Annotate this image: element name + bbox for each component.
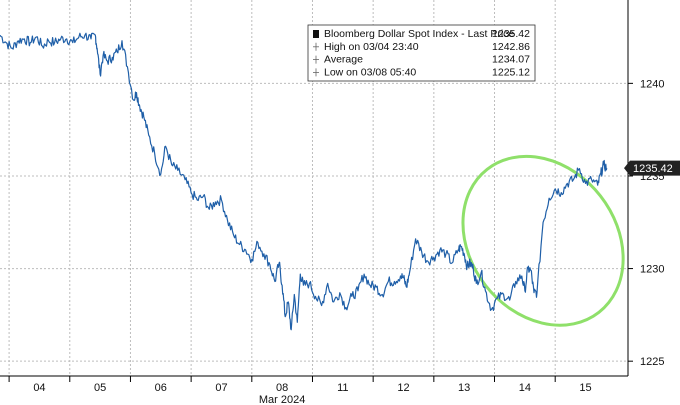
x-tick-label: 11 — [337, 382, 348, 394]
legend-value: 1235.42 — [492, 28, 530, 40]
x-ticks: 04 05 06 07 08 11 12 13 14 15 — [8, 376, 592, 394]
legend-label: Average — [324, 54, 363, 66]
y-tick-label: 1240 — [640, 78, 664, 90]
last-price-label: 1235.42 — [633, 163, 673, 175]
legend-label: Bloomberg Dollar Spot Index - Last Price — [324, 28, 514, 40]
x-tick-label: 06 — [155, 382, 167, 394]
legend-rows: Bloomberg Dollar Spot Index - Last Price… — [313, 28, 530, 78]
x-tick-label: 13 — [458, 382, 470, 394]
x-tick-label: 14 — [519, 382, 531, 394]
highlight-ellipse — [461, 154, 625, 327]
legend-label: Low on 03/08 05:40 — [324, 66, 416, 78]
grid — [0, 0, 628, 376]
legend-value: 1242.86 — [492, 41, 530, 53]
legend: Bloomberg Dollar Spot Index - Last Price… — [307, 24, 536, 82]
last-price-tag-bg — [624, 160, 680, 176]
legend-box — [307, 24, 536, 82]
x-tick-label: 04 — [33, 382, 45, 394]
legend-row: Bloomberg Dollar Spot Index - Last Price… — [313, 28, 530, 40]
annotation — [461, 154, 625, 327]
legend-label: High on 03/04 23:40 — [324, 41, 419, 53]
legend-value: 1234.07 — [492, 54, 530, 66]
x-sublabel: Mar 2024 — [259, 394, 305, 405]
series-line — [0, 32, 608, 331]
legend-row: Low on 03/08 05:40 1225.12 — [313, 66, 530, 78]
series — [0, 32, 608, 331]
last-price-tag: 1235.42 — [624, 160, 680, 176]
legend-row: Average 1234.07 — [313, 54, 530, 66]
legend-row: High on 03/04 23:40 1242.86 — [313, 41, 530, 53]
x-tick-label: 15 — [579, 382, 591, 394]
x-tick-label: 07 — [215, 382, 227, 394]
y-tick-label: 1230 — [640, 264, 664, 276]
x-tick-label: 12 — [397, 382, 409, 394]
y-tick-label: 1225 — [640, 356, 664, 368]
x-tick-label: 08 — [276, 382, 288, 394]
x-tick-label: 05 — [94, 382, 106, 394]
candlestick-icon — [313, 30, 319, 38]
legend-value: 1225.12 — [492, 66, 530, 78]
